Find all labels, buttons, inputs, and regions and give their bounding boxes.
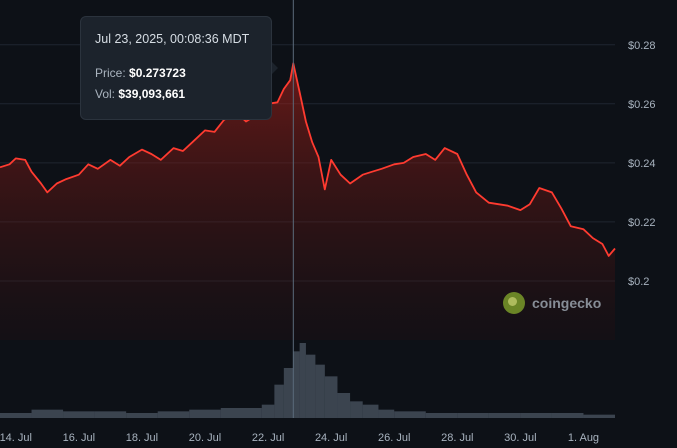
volume-bar xyxy=(31,409,64,418)
volume-bar xyxy=(337,393,351,418)
x-tick-label: 20. Jul xyxy=(189,432,221,444)
tooltip-vol-label: Vol: xyxy=(95,87,116,101)
tooltip-arrow xyxy=(272,62,278,74)
volume-bar xyxy=(324,376,338,418)
watermark-text: coingecko xyxy=(532,295,602,311)
volume-bar xyxy=(246,408,262,418)
tooltip-vol-value: $39,093,661 xyxy=(118,87,186,101)
volume-bar xyxy=(261,404,275,418)
volume-bar xyxy=(126,413,158,418)
volume-bar xyxy=(274,384,284,418)
coingecko-watermark: coingecko xyxy=(503,292,601,314)
volume-bar xyxy=(283,368,294,418)
y-tick-label: $0.26 xyxy=(628,99,656,111)
volume-bar xyxy=(157,411,190,418)
price-tooltip: Jul 23, 2025, 00:08:36 MDT Price: $0.273… xyxy=(80,16,272,120)
volume-bar xyxy=(0,413,32,418)
x-tick-label: 14. Jul xyxy=(0,432,32,444)
tooltip-date: Jul 23, 2025, 00:08:36 MDT xyxy=(95,32,250,46)
x-tick-label: 26. Jul xyxy=(378,432,410,444)
y-tick-label: $0.24 xyxy=(628,158,656,170)
volume-bar xyxy=(457,413,489,418)
x-tick-label: 22. Jul xyxy=(252,432,284,444)
x-tick-label: 16. Jul xyxy=(63,432,95,444)
x-tick-label: 30. Jul xyxy=(504,432,536,444)
volume-bar xyxy=(315,364,325,418)
volume-bar xyxy=(551,413,584,418)
x-tick-label: 28. Jul xyxy=(441,432,473,444)
volume-bar xyxy=(378,409,395,418)
price-area xyxy=(0,63,615,341)
x-tick-label: 1. Aug xyxy=(568,432,599,444)
volume-bar xyxy=(220,408,246,418)
volume-bar xyxy=(425,413,458,418)
tooltip-price-label: Price: xyxy=(95,66,126,80)
y-tick-label: $0.22 xyxy=(628,217,656,229)
tooltip-vol-row: Vol: $39,093,661 xyxy=(95,87,257,101)
volume-bar xyxy=(63,411,95,418)
x-tick-label: 18. Jul xyxy=(126,432,158,444)
y-tick-label: $0.28 xyxy=(628,40,656,52)
volume-bar xyxy=(488,413,521,418)
volume-bar xyxy=(293,351,300,418)
volume-bar xyxy=(305,354,316,418)
price-line xyxy=(0,62,616,257)
volume-bar xyxy=(394,411,426,418)
volume-bar xyxy=(299,343,306,418)
y-tick-label: $0.2 xyxy=(628,276,649,288)
volume-bar xyxy=(520,413,552,418)
x-tick-label: 24. Jul xyxy=(315,432,347,444)
volume-bar xyxy=(583,414,615,418)
volume-bar xyxy=(350,401,363,418)
volume-bar xyxy=(362,404,379,418)
coingecko-logo-icon xyxy=(503,292,525,314)
volume-bar xyxy=(189,409,221,418)
tooltip-price-value: $0.273723 xyxy=(129,66,186,80)
volume-bar xyxy=(94,411,127,418)
tooltip-price-row: Price: $0.273723 xyxy=(95,66,257,80)
